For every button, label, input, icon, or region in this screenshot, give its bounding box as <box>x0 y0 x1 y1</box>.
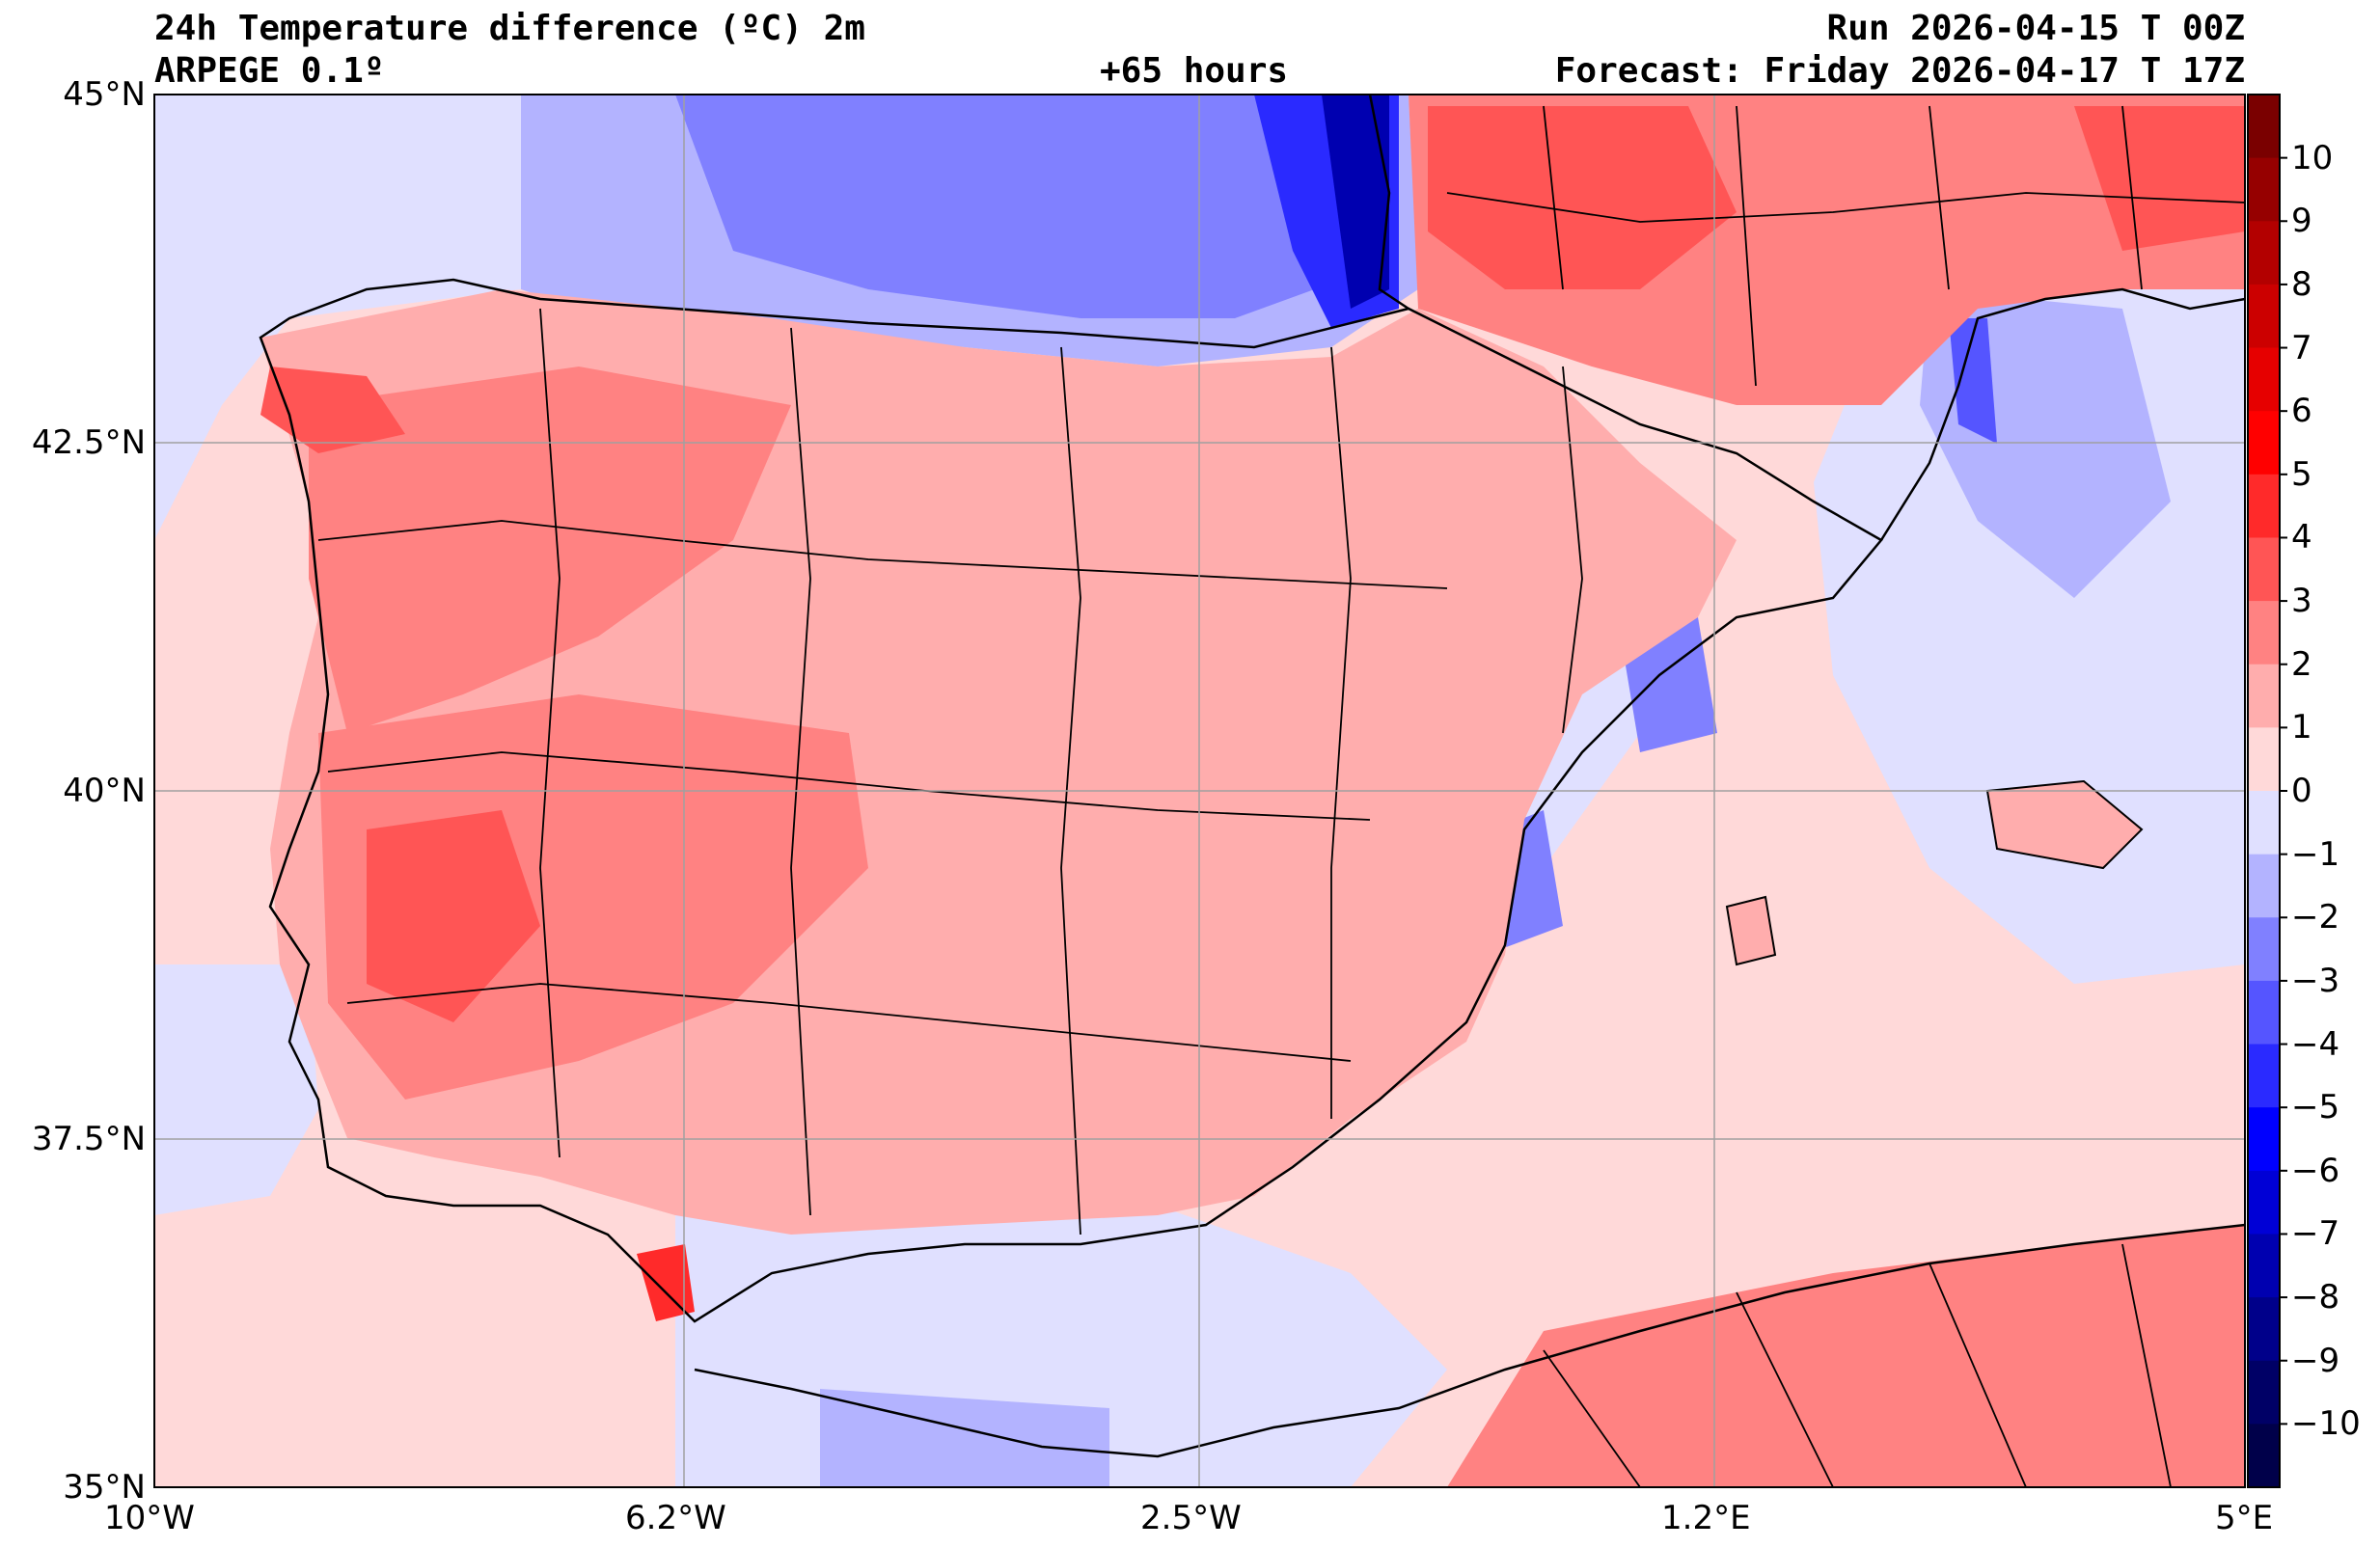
lon-label-1-2e: 1.2°E <box>1661 1499 1751 1537</box>
colorbar-segment <box>2248 474 2280 538</box>
colorbar-segment <box>2248 854 2280 918</box>
colorbar-segment <box>2248 95 2280 159</box>
colorbar-segment <box>2248 1360 2280 1425</box>
colorbar-label: −1 <box>2291 834 2340 874</box>
colorbar-label: 7 <box>2291 328 2312 367</box>
lead-time: +65 hours <box>1100 51 1289 91</box>
colorbar-label: 2 <box>2291 644 2312 684</box>
colorbar-segment <box>2248 601 2280 665</box>
colorbar-label: 1 <box>2291 708 2312 747</box>
run-time: Run 2026-04-15 T 00Z <box>1826 9 2245 48</box>
colorbar-segment <box>2248 1424 2280 1488</box>
colorbar-segment <box>2248 411 2280 475</box>
colorbar-segment <box>2248 284 2280 349</box>
colorbar-segment <box>2248 917 2280 982</box>
colorbar-label: 0 <box>2291 772 2312 810</box>
colorbar-label: −9 <box>2291 1341 2340 1380</box>
colorbar-segment <box>2248 727 2280 792</box>
colorbar-label: 3 <box>2291 582 2312 621</box>
lon-label-5e: 5°E <box>2215 1499 2274 1537</box>
colorbar-segment <box>2248 791 2280 855</box>
colorbar-segment <box>2248 537 2280 602</box>
map-title: 24h Temperature difference (ºC) 2m <box>154 9 865 48</box>
colorbar-segment <box>2248 1107 2280 1172</box>
colorbar-segment <box>2248 221 2280 285</box>
colorbar-segment <box>2248 1297 2280 1362</box>
france-med-coastline <box>1879 287 2246 541</box>
colorbar-label: 9 <box>2291 202 2312 241</box>
model-label: ARPEGE 0.1º <box>154 51 385 91</box>
colorbar-label: 10 <box>2291 138 2334 177</box>
province-borders <box>317 105 2246 1488</box>
iberia-coastline <box>259 278 1883 1323</box>
colorbar-segment <box>2248 1044 2280 1108</box>
colorbar-label: −5 <box>2291 1088 2340 1127</box>
lat-label-35: 35°N <box>63 1468 146 1507</box>
colorbar-label: −6 <box>2291 1151 2340 1190</box>
colorbar-label: −4 <box>2291 1024 2340 1064</box>
colorbar-label: 6 <box>2291 392 2312 431</box>
colorbar-label: 8 <box>2291 264 2312 304</box>
colorbar-segment <box>2248 980 2280 1046</box>
colorbar-label: −7 <box>2291 1214 2340 1254</box>
colorbar-label: 4 <box>2291 518 2312 557</box>
colorbar-label: −2 <box>2291 898 2340 937</box>
colorbar-label: 5 <box>2291 454 2312 494</box>
atlantic-cooling-area <box>154 95 521 540</box>
colorbar-label: −3 <box>2291 961 2340 1000</box>
lon-label-2-5w: 2.5°W <box>1140 1499 1242 1537</box>
colorbar-segment <box>2248 347 2280 412</box>
colorbar-segment <box>2248 664 2280 728</box>
lat-label-45: 45°N <box>63 75 146 114</box>
colorbar-segment <box>2248 1234 2280 1298</box>
lon-label-6-2w: 6.2°W <box>625 1499 726 1537</box>
colorbar-segment <box>2248 1170 2280 1235</box>
colorbar-segment <box>2248 157 2280 222</box>
colorbar-label: −8 <box>2291 1278 2340 1317</box>
colorbar-label: −10 <box>2291 1404 2361 1444</box>
lat-label-37-5: 37.5°N <box>31 1120 146 1158</box>
lat-label-40: 40°N <box>63 772 146 810</box>
map-gridlines <box>154 95 2245 1487</box>
lat-label-42-5: 42.5°N <box>31 423 146 462</box>
france-coastline <box>1368 94 1409 311</box>
north-africa-warming-area <box>1447 1225 2245 1487</box>
balearic-islands <box>1985 779 2144 870</box>
lon-label-10w: 10°W <box>104 1499 195 1537</box>
forecast-time: Forecast: Friday 2026-04-17 T 17Z <box>1554 51 2245 91</box>
